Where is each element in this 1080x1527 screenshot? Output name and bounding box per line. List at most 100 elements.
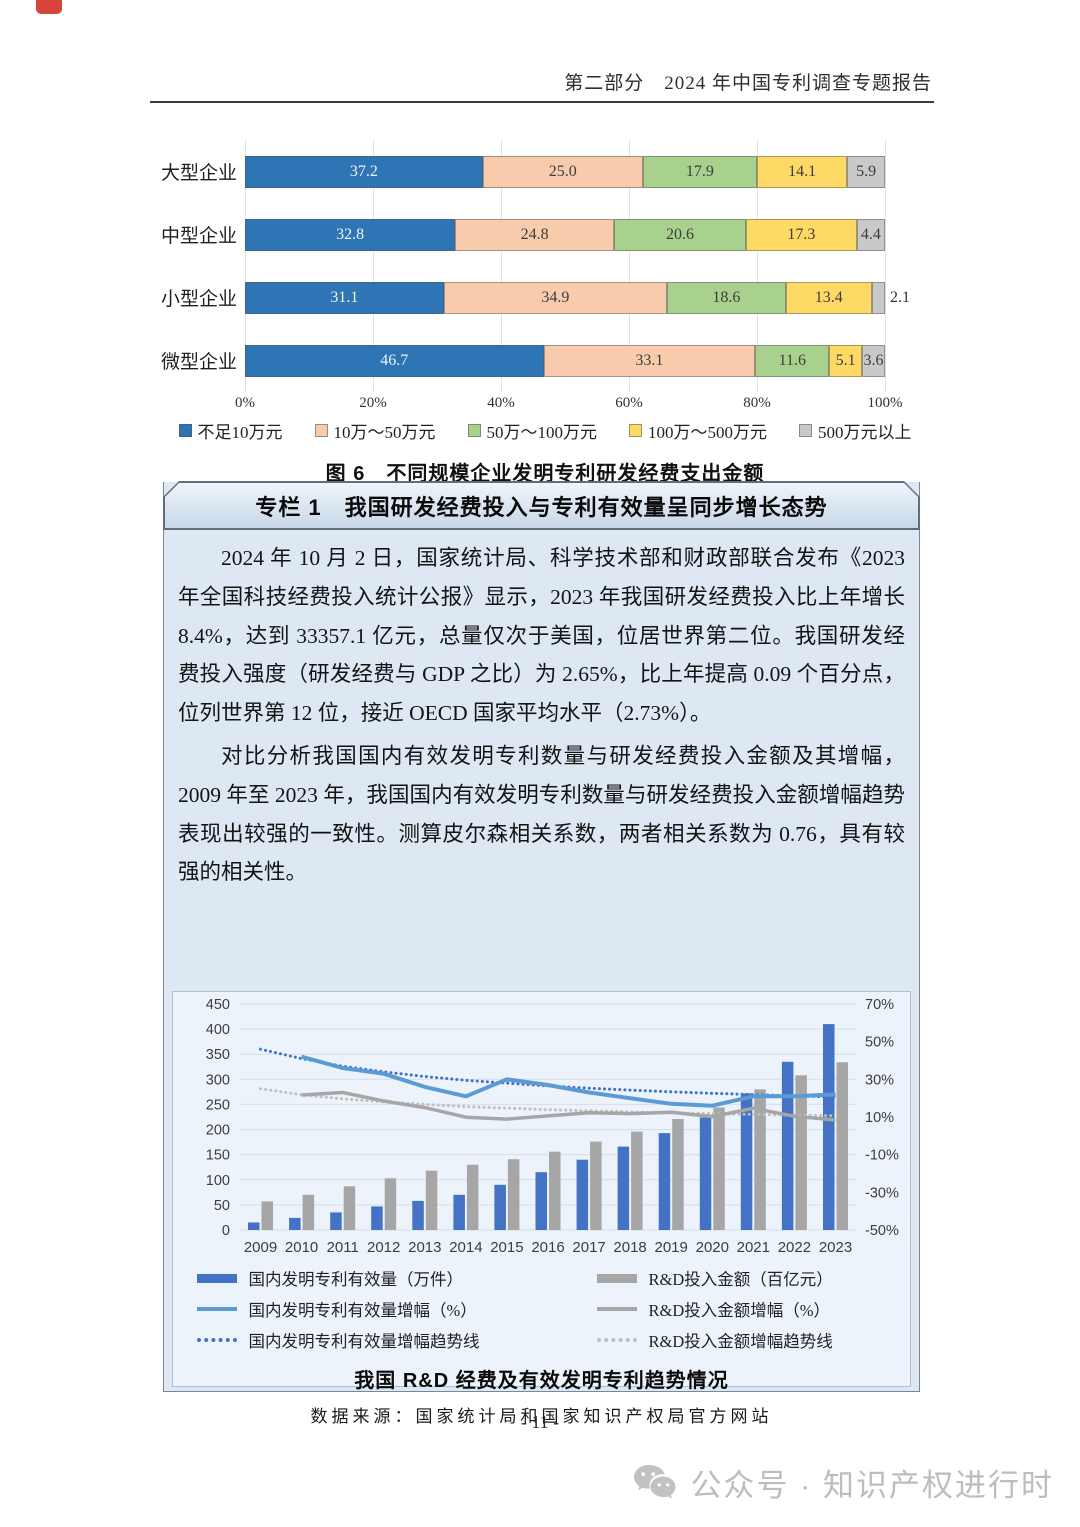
- figure6-bar-segment: 25.0: [482, 155, 643, 188]
- figure6-legend-item: 不足10万元: [178, 418, 283, 443]
- svg-text:450: 450: [205, 997, 229, 1013]
- figure6-row: 微型企业 46.7 33.1 11.6 5.1 3.6: [150, 329, 940, 392]
- figure6-category-label: 中型企业: [160, 226, 237, 247]
- page-header-title: 第二部分 2024 年中国专利调查专题报告: [564, 73, 932, 94]
- legend-swatch-icon: [467, 424, 481, 437]
- rd-legend-item: R&D投入金额增幅（%）: [596, 1297, 887, 1321]
- svg-text:2014: 2014: [449, 1239, 482, 1256]
- figure6-legend: 不足10万元 10万～50万元 50万～100万元 100万～500万元 500万元以上: [150, 418, 940, 443]
- svg-text:70%: 70%: [865, 997, 894, 1013]
- svg-text:300: 300: [205, 1072, 229, 1088]
- figure6-bar-segment: 5.9: [847, 155, 885, 188]
- rd-legend-item: R&D投入金额（百亿元）: [596, 1266, 887, 1290]
- legend-swatch-icon: [799, 424, 812, 437]
- svg-text:-10%: -10%: [865, 1148, 899, 1164]
- legend-swatch-icon: [196, 1273, 237, 1283]
- rd-legend-item: 国内发明专利有效量增幅（%）: [196, 1297, 597, 1321]
- svg-text:350: 350: [205, 1047, 229, 1063]
- header-divider: [150, 101, 934, 103]
- figure6-legend-item: 100万～500万元: [629, 418, 767, 443]
- svg-text:150: 150: [205, 1148, 229, 1164]
- figure6-gridlines: [245, 140, 886, 392]
- rd-chart-title: 我国 R&D 经费及有效发明专利趋势情况: [354, 1370, 729, 1392]
- figure6-bar: 46.7 33.1 11.6 5.1 3.6: [245, 344, 885, 377]
- figure6-outside-value: 2.1: [890, 288, 910, 306]
- wechat-icon: [634, 1464, 676, 1499]
- figure6-bar-segment: 24.8: [455, 218, 614, 251]
- svg-text:400: 400: [205, 1022, 229, 1038]
- figure6-row: 大型企业 37.2 25.0 17.9 14.1 5.9: [150, 140, 940, 203]
- figure6-bar-segment: 14.1: [757, 155, 848, 188]
- column-box: 专栏 1 我国研发经费投入与专利有效量呈同步增长态势 2024 年 10 月 2…: [163, 481, 920, 1426]
- figure6-x-tick: 0%: [235, 395, 255, 411]
- figure6-bar-segment: 13.4: [785, 281, 872, 314]
- figure6-legend-item: 10万～50万元: [314, 418, 436, 443]
- column-box-title-band: 专栏 1 我国研发经费投入与专利有效量呈同步增长态势: [163, 481, 920, 530]
- svg-text:2017: 2017: [572, 1239, 605, 1256]
- svg-text:-50%: -50%: [865, 1223, 899, 1239]
- figure6-bar-segment: [871, 281, 885, 314]
- figure6-bar-segment: 33.1: [543, 344, 756, 377]
- figure6-bar: 31.1 34.9 18.6 13.4: [245, 281, 885, 314]
- svg-text:2013: 2013: [408, 1239, 441, 1256]
- figure6-bar-segment: 17.9: [642, 155, 758, 188]
- figure6-bar-segment: 20.6: [614, 218, 746, 251]
- figure6-bar: 32.8 24.8 20.6 17.3 4.4: [245, 218, 885, 251]
- svg-text:200: 200: [205, 1123, 229, 1139]
- svg-text:2012: 2012: [367, 1239, 400, 1256]
- svg-text:2011: 2011: [326, 1239, 358, 1256]
- svg-text:2010: 2010: [284, 1239, 317, 1256]
- figure6-category-label: 微型企业: [160, 352, 237, 373]
- figure6-x-tick: 20%: [359, 395, 387, 411]
- figure6-bar-segment: 4.4: [856, 218, 885, 251]
- legend-swatch-icon: [596, 1307, 637, 1311]
- figure6-category-label: 小型企业: [160, 289, 237, 310]
- rd-chart-panel: 0 50 100 150 200 250 300 350 400 450 70% 50% 30% 10% -…: [172, 991, 911, 1426]
- figure6-stacked-bar-chart: 大型企业 37.2 25.0 17.9 14.1 5.9 中型企业 32.8 24.8 20.6 1…: [150, 140, 940, 486]
- rd-legend-item: R&D投入金额增幅趋势线: [596, 1328, 887, 1352]
- svg-text:2022: 2022: [777, 1239, 810, 1256]
- paragraph-1: 2024 年 10 月 2 日，国家统计局、科学技术部和财政部联合发布《2023…: [178, 546, 905, 726]
- svg-text:50%: 50%: [865, 1035, 894, 1051]
- svg-text:0: 0: [221, 1223, 229, 1239]
- svg-text:2015: 2015: [490, 1239, 523, 1256]
- rd-legend-item: 国内发明专利有效量增幅趋势线: [196, 1328, 597, 1352]
- legend-swatch-icon: [196, 1307, 237, 1311]
- legend-swatch-icon: [178, 424, 192, 437]
- svg-text:2019: 2019: [654, 1239, 687, 1256]
- figure6-bar-segment: 5.1: [829, 344, 862, 377]
- figure6-bar-segment: 31.1: [245, 281, 444, 314]
- figure6-bar-segment: 3.6: [861, 344, 885, 377]
- legend-swatch-icon: [196, 1338, 237, 1342]
- svg-text:2020: 2020: [695, 1239, 728, 1256]
- figure6-bar: 37.2 25.0 17.9 14.1 5.9: [245, 155, 885, 188]
- rd-legend-item: 国内发明专利有效量（万件）: [196, 1266, 597, 1290]
- svg-text:2018: 2018: [613, 1239, 646, 1256]
- column-box-title: 专栏 1 我国研发经费投入与专利有效量呈同步增长态势: [255, 494, 828, 520]
- svg-text:2016: 2016: [531, 1239, 564, 1256]
- column-box-body: 2024 年 10 月 2 日，国家统计局、科学技术部和财政部联合发布《2023…: [164, 531, 919, 1426]
- legend-swatch-icon: [596, 1338, 637, 1342]
- rd-chart-legend: 国内发明专利有效量（万件） R&D投入金额（百亿元） 国内发明专利有效量增幅（%） R…: [196, 1266, 887, 1352]
- figure6-x-tick: 80%: [743, 395, 771, 411]
- svg-text:50: 50: [213, 1198, 229, 1214]
- watermark-text: 公众号 · 知识产权进行时: [690, 1468, 1054, 1503]
- figure6-plot-area: 大型企业 37.2 25.0 17.9 14.1 5.9 中型企业 32.8 24.8 20.6 1…: [150, 140, 940, 392]
- figure6-category-label: 大型企业: [160, 163, 237, 184]
- figure6-row: 中型企业 32.8 24.8 20.6 17.3 4.4: [150, 203, 940, 266]
- paragraph-2: 对比分析我国国内有效发明专利数量与研发经费投入金额及其增幅，2009 年至 20…: [178, 743, 905, 885]
- corner-logo: [36, 0, 62, 14]
- watermark: 公众号 · 知识产权进行时: [632, 1460, 1054, 1505]
- rd-combo-chart: 0 50 100 150 200 250 300 350 400 450 70% 50% 30% 10% -…: [205, 997, 899, 1256]
- figure6-x-tick: 60%: [615, 395, 643, 411]
- figure6-bar-segment: 32.8: [245, 218, 456, 251]
- svg-text:2009: 2009: [243, 1239, 276, 1256]
- svg-text:2021: 2021: [736, 1239, 769, 1256]
- svg-text:2023: 2023: [818, 1239, 851, 1256]
- legend-swatch-icon: [629, 424, 642, 437]
- figure6-row: 小型企业 31.1 34.9 18.6 13.4 2.1: [150, 266, 940, 329]
- figure6-bar-segment: 34.9: [443, 281, 667, 314]
- legend-swatch-icon: [596, 1273, 637, 1283]
- figure6-bar-segment: 37.2: [245, 155, 483, 188]
